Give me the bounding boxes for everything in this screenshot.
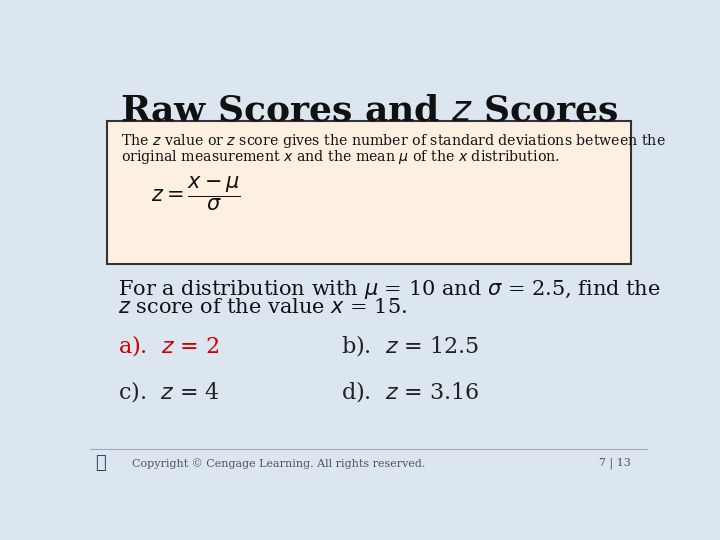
Text: Copyright © Cengage Learning. All rights reserved.: Copyright © Cengage Learning. All rights… [132, 458, 426, 469]
Text: Raw Scores and $z$ Scores: Raw Scores and $z$ Scores [120, 94, 618, 128]
FancyBboxPatch shape [107, 121, 631, 265]
Text: d).  $z$ = 3.16: d). $z$ = 3.16 [341, 379, 480, 404]
Text: The $z$ value or $z$ score gives the number of standard deviations between the: The $z$ value or $z$ score gives the num… [121, 132, 665, 150]
Text: 7 | 13: 7 | 13 [599, 457, 631, 469]
Text: $z$ score of the value $x$ = 15.: $z$ score of the value $x$ = 15. [118, 299, 407, 318]
Text: 🐦: 🐦 [96, 454, 107, 472]
Text: c).  $z$ = 4: c). $z$ = 4 [118, 379, 220, 404]
Text: For a distribution with $\mu$ = 10 and $\sigma$ = 2.5, find the: For a distribution with $\mu$ = 10 and $… [118, 278, 660, 301]
Text: $z = \dfrac{x - \mu}{\sigma}$: $z = \dfrac{x - \mu}{\sigma}$ [151, 175, 241, 213]
Text: b).  $z$ = 12.5: b). $z$ = 12.5 [341, 333, 480, 358]
Text: a).  $z$ = 2: a). $z$ = 2 [118, 333, 220, 358]
Text: original measurement $x$ and the mean $\mu$ of the $x$ distribution.: original measurement $x$ and the mean $\… [121, 148, 559, 166]
